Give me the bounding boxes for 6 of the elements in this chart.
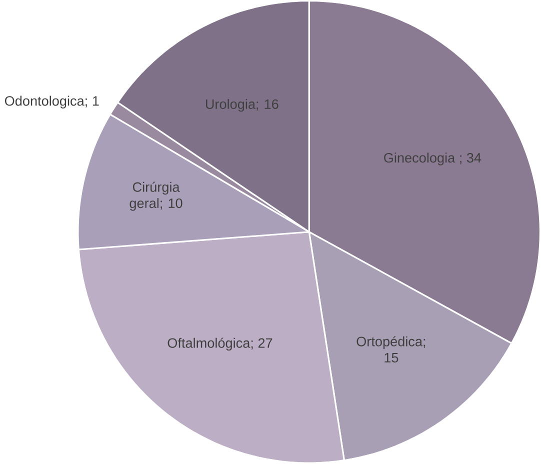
slice-label: Odontologica; 1 <box>4 96 99 109</box>
slice-label: Oftalmológica; 27 <box>168 338 272 351</box>
slice-label: Ortopédica; 15 <box>356 336 426 363</box>
slice-label: Urologia; 16 <box>206 99 278 112</box>
slice-label: Ginecologia ; 34 <box>384 152 482 166</box>
slice-label: Cirúrgia geral; 10 <box>130 182 182 211</box>
